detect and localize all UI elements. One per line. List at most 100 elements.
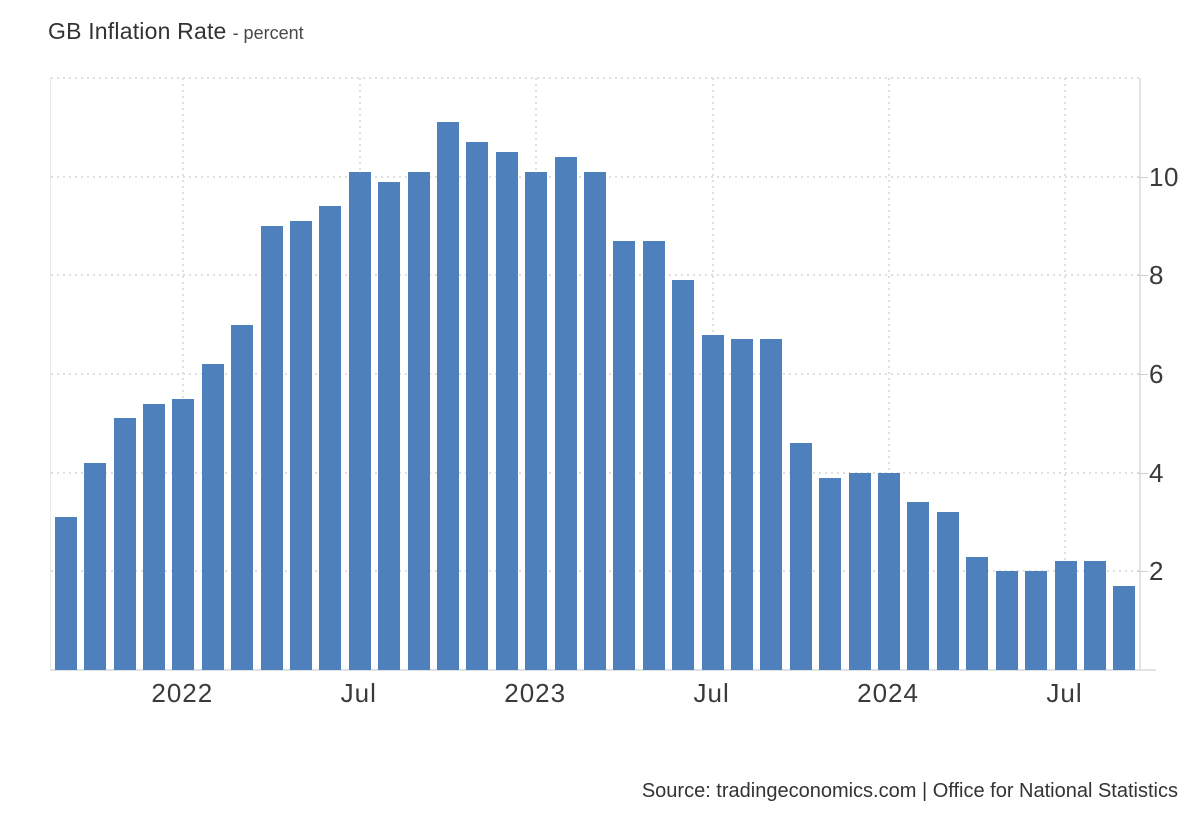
bar[interactable] xyxy=(378,181,401,670)
bar[interactable] xyxy=(495,152,518,670)
chart-subtitle: - percent xyxy=(232,23,304,43)
bar-slot xyxy=(757,78,786,670)
bar[interactable] xyxy=(231,324,254,670)
bar-slot xyxy=(345,78,374,670)
bar[interactable] xyxy=(289,221,312,670)
y-axis-tick xyxy=(1138,571,1148,573)
bar[interactable] xyxy=(436,122,459,670)
bar-slot xyxy=(51,78,80,670)
bar-slot xyxy=(639,78,668,670)
gridline-h xyxy=(51,77,1139,79)
x-axis-line xyxy=(50,669,1156,671)
bar-slot xyxy=(169,78,198,670)
bar[interactable] xyxy=(554,156,577,670)
bar-slot xyxy=(786,78,815,670)
bar-slot xyxy=(1051,78,1080,670)
bar[interactable] xyxy=(201,364,224,670)
bar-slot xyxy=(257,78,286,670)
bar[interactable] xyxy=(760,339,783,670)
bar[interactable] xyxy=(995,571,1018,670)
bar[interactable] xyxy=(848,472,871,670)
x-axis-label: Jul xyxy=(693,678,730,708)
bar[interactable] xyxy=(672,280,695,670)
y-axis-label: 10 xyxy=(1149,161,1179,192)
bar[interactable] xyxy=(907,502,930,670)
chart-title: GB Inflation Rate xyxy=(48,18,227,44)
bar-slot xyxy=(963,78,992,670)
x-axis-label: Jul xyxy=(340,678,377,708)
bar-slot xyxy=(874,78,903,670)
bar-slot xyxy=(522,78,551,670)
bar-slot xyxy=(727,78,756,670)
gridline-v xyxy=(182,78,185,670)
bar-slot xyxy=(904,78,933,670)
bar-slot xyxy=(816,78,845,670)
bar[interactable] xyxy=(966,556,989,670)
y-axis-tick xyxy=(1138,374,1148,375)
bar[interactable] xyxy=(260,226,283,670)
bar[interactable] xyxy=(731,339,754,670)
bar-slot xyxy=(1021,78,1050,670)
bar[interactable] xyxy=(613,240,636,670)
bar[interactable] xyxy=(642,240,665,670)
bar[interactable] xyxy=(142,403,165,670)
bar-slot xyxy=(551,78,580,670)
bar-slot xyxy=(433,78,462,670)
source-attribution: Source: tradingeconomics.com | Office fo… xyxy=(641,780,1178,802)
y-axis-tick xyxy=(1138,275,1148,277)
bar-slot xyxy=(610,78,639,670)
bar[interactable] xyxy=(348,171,371,670)
bar-slot xyxy=(463,78,492,670)
bar[interactable] xyxy=(1025,571,1048,670)
bar-slot xyxy=(198,78,227,670)
bar[interactable] xyxy=(878,472,901,670)
bar-slot xyxy=(374,78,403,670)
bar[interactable] xyxy=(407,171,430,670)
bar[interactable] xyxy=(936,512,959,670)
bar[interactable] xyxy=(819,477,842,670)
bar[interactable] xyxy=(84,462,107,670)
bar-slot xyxy=(669,78,698,670)
bar-slot xyxy=(992,78,1021,670)
y-axis-label: 4 xyxy=(1149,457,1164,488)
bar[interactable] xyxy=(789,443,812,670)
gridline-v xyxy=(1064,78,1067,670)
bar-slot xyxy=(227,78,256,670)
y-axis-tick xyxy=(1138,472,1148,474)
bar[interactable] xyxy=(54,517,77,670)
bar-slot xyxy=(580,78,609,670)
bar[interactable] xyxy=(466,142,489,670)
bar[interactable] xyxy=(172,398,195,670)
bar-slot xyxy=(316,78,345,670)
bar-slot xyxy=(845,78,874,670)
bar[interactable] xyxy=(525,171,548,670)
bar-slot xyxy=(698,78,727,670)
bar-slot xyxy=(80,78,109,670)
bar[interactable] xyxy=(584,171,607,670)
bar[interactable] xyxy=(1054,561,1077,670)
bar-slot xyxy=(286,78,315,670)
bar[interactable] xyxy=(113,418,136,670)
bar-slot xyxy=(1080,78,1109,670)
x-axis-label: 2024 xyxy=(857,678,919,708)
y-axis-label: 2 xyxy=(1149,556,1164,587)
x-axis-label: Jul xyxy=(1046,678,1083,708)
bar-slot xyxy=(1110,78,1139,670)
bar[interactable] xyxy=(319,206,342,670)
x-axis-label: 2022 xyxy=(151,678,214,708)
x-axis-label: 2023 xyxy=(504,678,567,708)
bar-slot xyxy=(492,78,521,670)
bar-slot xyxy=(933,78,962,670)
bar[interactable] xyxy=(1113,586,1136,670)
gridline-v xyxy=(888,78,891,670)
bar-slot xyxy=(110,78,139,670)
y-axis-label: 8 xyxy=(1149,260,1164,291)
bar-slot xyxy=(139,78,168,670)
y-axis-tick xyxy=(1138,176,1148,178)
plot-area xyxy=(50,77,1141,670)
bar[interactable] xyxy=(701,334,724,670)
y-axis-label: 6 xyxy=(1149,359,1164,389)
bar[interactable] xyxy=(1083,561,1106,670)
chart-header: GB Inflation Rate - percent xyxy=(48,18,304,45)
